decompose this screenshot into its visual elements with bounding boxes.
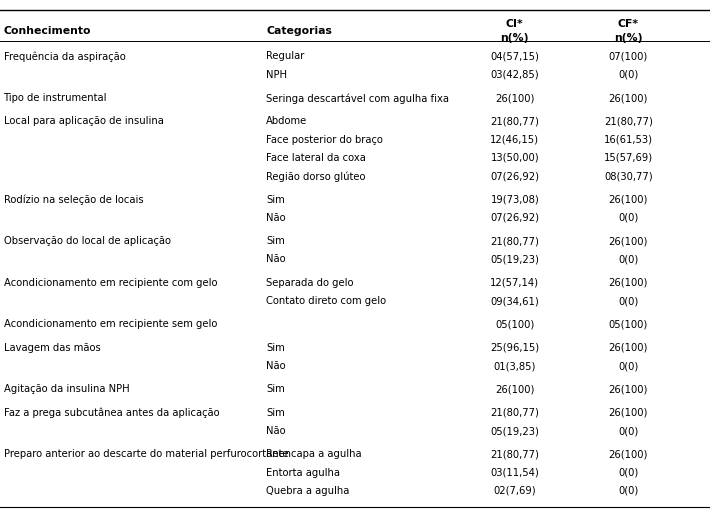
- Text: Não: Não: [266, 213, 286, 223]
- Text: Observação do local de aplicação: Observação do local de aplicação: [4, 236, 170, 246]
- Text: 05(19,23): 05(19,23): [491, 254, 539, 264]
- Text: 04(57,15): 04(57,15): [491, 51, 539, 61]
- Text: 0(0): 0(0): [618, 486, 638, 496]
- Text: Acondicionamento em recipiente sem gelo: Acondicionamento em recipiente sem gelo: [4, 319, 217, 329]
- Text: Preparo anterior ao descarte do material perfurocortante: Preparo anterior ao descarte do material…: [4, 449, 288, 460]
- Text: Sim: Sim: [266, 343, 285, 353]
- Text: 03(42,85): 03(42,85): [491, 69, 539, 80]
- Text: 01(3,85): 01(3,85): [493, 361, 536, 371]
- Text: 21(80,77): 21(80,77): [491, 116, 539, 126]
- Text: Sim: Sim: [266, 408, 285, 418]
- Text: Entorta agulha: Entorta agulha: [266, 468, 340, 478]
- Text: 0(0): 0(0): [618, 361, 638, 371]
- Text: 12(57,14): 12(57,14): [490, 278, 540, 288]
- Text: 0(0): 0(0): [618, 426, 638, 436]
- Text: 26(100): 26(100): [608, 384, 648, 394]
- Text: 21(80,77): 21(80,77): [491, 449, 539, 460]
- Text: 26(100): 26(100): [608, 236, 648, 246]
- Text: 13(50,00): 13(50,00): [491, 153, 539, 163]
- Text: 0(0): 0(0): [618, 296, 638, 306]
- Text: 21(80,77): 21(80,77): [491, 236, 539, 246]
- Text: Separada do gelo: Separada do gelo: [266, 278, 354, 288]
- Text: 07(100): 07(100): [608, 51, 648, 61]
- Text: Local para aplicação de insulina: Local para aplicação de insulina: [4, 116, 163, 126]
- Text: Lavagem das mãos: Lavagem das mãos: [4, 343, 100, 353]
- Text: Sim: Sim: [266, 236, 285, 246]
- Text: n(%): n(%): [614, 32, 643, 43]
- Text: 26(100): 26(100): [608, 343, 648, 353]
- Text: Frequência da aspiração: Frequência da aspiração: [4, 51, 125, 62]
- Text: Sim: Sim: [266, 194, 285, 205]
- Text: Não: Não: [266, 426, 286, 436]
- Text: Abdome: Abdome: [266, 116, 307, 126]
- Text: 0(0): 0(0): [618, 69, 638, 80]
- Text: 0(0): 0(0): [618, 468, 638, 478]
- Text: NPH: NPH: [266, 69, 288, 80]
- Text: CF*: CF*: [618, 19, 639, 29]
- Text: 07(26,92): 07(26,92): [490, 213, 540, 223]
- Text: Conhecimento: Conhecimento: [4, 26, 91, 36]
- Text: 26(100): 26(100): [495, 93, 535, 103]
- Text: 25(96,15): 25(96,15): [490, 343, 540, 353]
- Text: Sim: Sim: [266, 384, 285, 394]
- Text: 12(46,15): 12(46,15): [490, 135, 540, 144]
- Text: n(%): n(%): [501, 32, 529, 43]
- Text: Reencapa a agulha: Reencapa a agulha: [266, 449, 362, 460]
- Text: Face lateral da coxa: Face lateral da coxa: [266, 153, 366, 163]
- Text: Faz a prega subcutânea antes da aplicação: Faz a prega subcutânea antes da aplicaçã…: [4, 408, 219, 418]
- Text: 05(100): 05(100): [608, 319, 648, 329]
- Text: Tipo de instrumental: Tipo de instrumental: [4, 93, 107, 103]
- Text: 21(80,77): 21(80,77): [604, 116, 652, 126]
- Text: 0(0): 0(0): [618, 213, 638, 223]
- Text: Contato direto com gelo: Contato direto com gelo: [266, 296, 386, 306]
- Text: Rodízio na seleção de locais: Rodízio na seleção de locais: [4, 194, 143, 205]
- Text: 26(100): 26(100): [608, 93, 648, 103]
- Text: 08(30,77): 08(30,77): [604, 171, 652, 181]
- Text: Agitação da insulina NPH: Agitação da insulina NPH: [4, 384, 129, 394]
- Text: Seringa descartável com agulha fixa: Seringa descartável com agulha fixa: [266, 93, 449, 103]
- Text: Regular: Regular: [266, 51, 305, 61]
- Text: 26(100): 26(100): [608, 449, 648, 460]
- Text: 15(57,69): 15(57,69): [604, 153, 653, 163]
- Text: 09(34,61): 09(34,61): [491, 296, 539, 306]
- Text: 07(26,92): 07(26,92): [490, 171, 540, 181]
- Text: Não: Não: [266, 254, 286, 264]
- Text: 19(73,08): 19(73,08): [491, 194, 539, 205]
- Text: 26(100): 26(100): [608, 194, 648, 205]
- Text: Categorias: Categorias: [266, 26, 332, 36]
- Text: 26(100): 26(100): [608, 408, 648, 418]
- Text: Acondicionamento em recipiente com gelo: Acondicionamento em recipiente com gelo: [4, 278, 217, 288]
- Text: 16(61,53): 16(61,53): [604, 135, 653, 144]
- Text: 03(11,54): 03(11,54): [491, 468, 539, 478]
- Text: 05(19,23): 05(19,23): [491, 426, 539, 436]
- Text: 21(80,77): 21(80,77): [491, 408, 539, 418]
- Text: Região dorso glúteo: Região dorso glúteo: [266, 171, 366, 181]
- Text: 02(7,69): 02(7,69): [493, 486, 536, 496]
- Text: Quebra a agulha: Quebra a agulha: [266, 486, 349, 496]
- Text: 26(100): 26(100): [495, 384, 535, 394]
- Text: CI*: CI*: [506, 19, 523, 29]
- Text: 05(100): 05(100): [495, 319, 535, 329]
- Text: 0(0): 0(0): [618, 254, 638, 264]
- Text: Não: Não: [266, 361, 286, 371]
- Text: 26(100): 26(100): [608, 278, 648, 288]
- Text: Face posterior do braço: Face posterior do braço: [266, 135, 383, 144]
